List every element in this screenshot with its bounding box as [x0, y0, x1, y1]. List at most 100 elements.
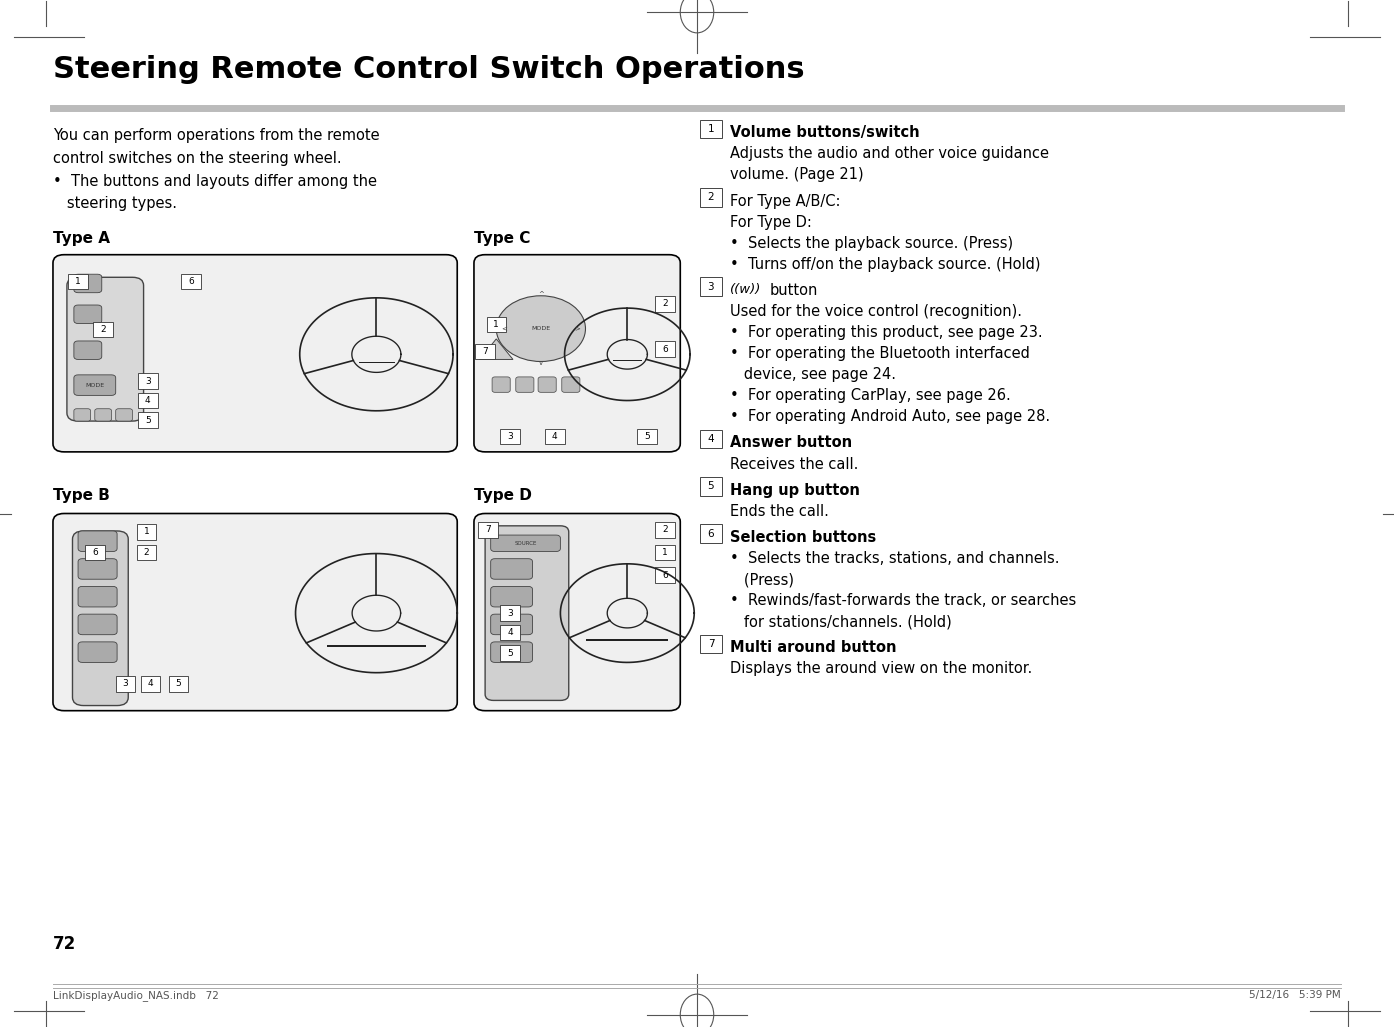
Circle shape [496, 296, 585, 362]
Text: Type D: Type D [474, 488, 533, 503]
FancyBboxPatch shape [137, 524, 156, 540]
FancyBboxPatch shape [500, 429, 520, 444]
FancyBboxPatch shape [655, 341, 675, 356]
FancyBboxPatch shape [137, 544, 156, 561]
Text: 7: 7 [482, 347, 488, 355]
FancyBboxPatch shape [700, 188, 722, 206]
Text: Steering Remote Control Switch Operations: Steering Remote Control Switch Operation… [53, 55, 804, 84]
Text: 3: 3 [123, 680, 128, 688]
FancyBboxPatch shape [491, 614, 533, 635]
Text: >: > [574, 326, 580, 332]
Text: Type A: Type A [53, 231, 110, 246]
FancyBboxPatch shape [700, 120, 722, 139]
Text: For Type D:: For Type D: [730, 215, 817, 230]
FancyBboxPatch shape [655, 567, 675, 582]
Polygon shape [480, 339, 513, 359]
Text: •  Rewinds/fast-forwards the track, or searches: • Rewinds/fast-forwards the track, or se… [730, 593, 1076, 608]
FancyBboxPatch shape [72, 531, 128, 706]
Text: Answer button: Answer button [730, 435, 853, 451]
Text: MODE: MODE [85, 383, 105, 387]
FancyBboxPatch shape [478, 522, 498, 538]
FancyBboxPatch shape [85, 544, 105, 561]
FancyBboxPatch shape [116, 676, 135, 692]
Text: •  The buttons and layouts differ among the: • The buttons and layouts differ among t… [53, 174, 376, 189]
FancyBboxPatch shape [68, 273, 88, 290]
FancyBboxPatch shape [492, 377, 510, 392]
Text: Receives the call.: Receives the call. [730, 456, 859, 471]
Text: For Type A/B/C:: For Type A/B/C: [730, 193, 846, 208]
Text: 2: 2 [662, 300, 668, 308]
FancyBboxPatch shape [538, 377, 556, 392]
Text: <: < [502, 326, 507, 332]
Text: button: button [769, 282, 818, 298]
Text: Multi around button: Multi around button [730, 640, 896, 655]
Text: v: v [539, 360, 542, 367]
Text: Displays the around view on the monitor.: Displays the around view on the monitor. [730, 661, 1033, 677]
Text: Hang up button: Hang up button [730, 483, 860, 498]
Text: 1: 1 [144, 528, 149, 536]
FancyBboxPatch shape [78, 531, 117, 551]
FancyBboxPatch shape [655, 544, 675, 561]
Text: 5: 5 [176, 680, 181, 688]
FancyBboxPatch shape [545, 429, 565, 444]
Text: 3: 3 [145, 377, 151, 385]
FancyBboxPatch shape [700, 635, 722, 653]
Text: 5: 5 [507, 649, 513, 657]
FancyBboxPatch shape [500, 624, 520, 641]
Text: LinkDisplayAudio_NAS.indb   72: LinkDisplayAudio_NAS.indb 72 [53, 990, 219, 1001]
Text: Adjusts the audio and other voice guidance: Adjusts the audio and other voice guidan… [730, 146, 1050, 161]
Text: •  For operating Android Auto, see page 28.: • For operating Android Auto, see page 2… [730, 409, 1051, 424]
FancyBboxPatch shape [700, 525, 722, 543]
FancyBboxPatch shape [67, 277, 144, 421]
FancyBboxPatch shape [562, 377, 580, 392]
FancyBboxPatch shape [169, 676, 188, 692]
FancyBboxPatch shape [655, 296, 675, 311]
Text: 5: 5 [644, 432, 650, 441]
FancyBboxPatch shape [475, 343, 495, 358]
FancyBboxPatch shape [141, 676, 160, 692]
Text: 6: 6 [92, 548, 98, 557]
Text: for stations/channels. (Hold): for stations/channels. (Hold) [730, 614, 952, 630]
FancyBboxPatch shape [485, 526, 569, 700]
Text: 3: 3 [507, 432, 513, 441]
Text: 4: 4 [148, 680, 153, 688]
FancyBboxPatch shape [78, 586, 117, 607]
Text: 7: 7 [708, 639, 714, 649]
Text: 5: 5 [145, 416, 151, 424]
FancyBboxPatch shape [491, 586, 533, 607]
Text: 5/12/16   5:39 PM: 5/12/16 5:39 PM [1249, 990, 1341, 1000]
Text: 6: 6 [662, 345, 668, 353]
Text: 6: 6 [708, 529, 714, 538]
Text: (Press): (Press) [730, 572, 795, 587]
Text: You can perform operations from the remote: You can perform operations from the remo… [53, 128, 379, 144]
Text: ((w)): ((w)) [730, 282, 763, 296]
Text: 5: 5 [708, 482, 714, 491]
Text: 6: 6 [662, 571, 668, 579]
FancyBboxPatch shape [491, 535, 560, 551]
Text: 2: 2 [100, 326, 106, 334]
FancyBboxPatch shape [78, 642, 117, 662]
Text: 2: 2 [662, 526, 668, 534]
FancyBboxPatch shape [500, 605, 520, 620]
Text: Type B: Type B [53, 488, 110, 503]
Text: 4: 4 [552, 432, 558, 441]
Text: 1: 1 [493, 320, 499, 329]
FancyBboxPatch shape [74, 375, 116, 395]
Text: •  Selects the tracks, stations, and channels.: • Selects the tracks, stations, and chan… [730, 550, 1059, 566]
Text: •  For operating CarPlay, see page 26.: • For operating CarPlay, see page 26. [730, 388, 1011, 404]
FancyBboxPatch shape [474, 514, 680, 711]
Text: 2: 2 [144, 548, 149, 557]
Text: Ends the call.: Ends the call. [730, 503, 829, 519]
Text: control switches on the steering wheel.: control switches on the steering wheel. [53, 151, 342, 166]
FancyBboxPatch shape [93, 321, 113, 337]
FancyBboxPatch shape [700, 478, 722, 496]
FancyBboxPatch shape [655, 522, 675, 538]
FancyBboxPatch shape [138, 373, 158, 388]
FancyBboxPatch shape [487, 316, 506, 332]
FancyBboxPatch shape [700, 430, 722, 449]
Text: 1: 1 [708, 124, 714, 134]
Text: 7: 7 [485, 526, 491, 534]
FancyBboxPatch shape [474, 255, 680, 452]
FancyBboxPatch shape [138, 412, 158, 427]
FancyBboxPatch shape [74, 274, 102, 293]
